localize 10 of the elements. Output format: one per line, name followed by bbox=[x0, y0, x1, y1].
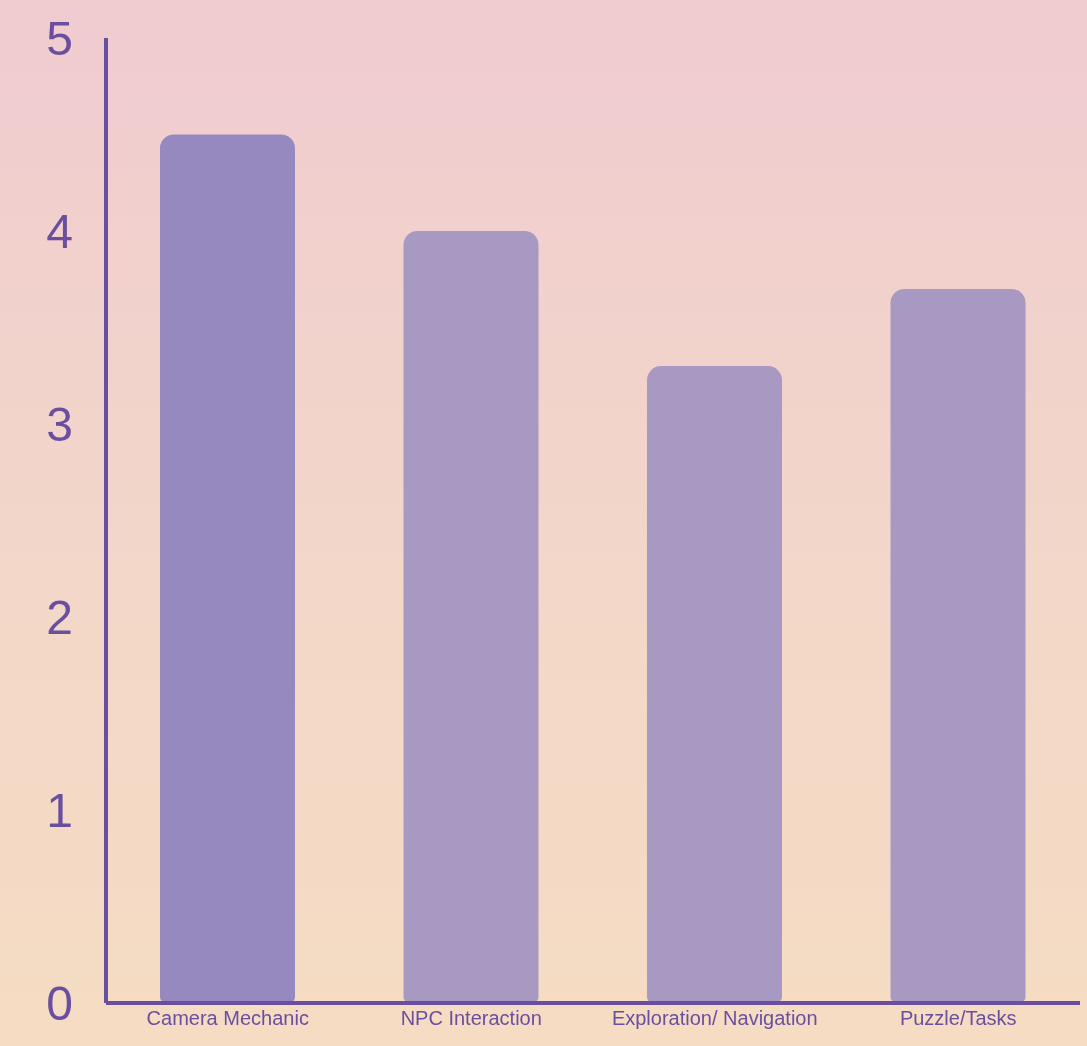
y-tick-label: 5 bbox=[46, 12, 73, 66]
y-tick-label: 4 bbox=[46, 205, 73, 259]
y-tick-label: 3 bbox=[46, 398, 73, 452]
x-tick-label: Exploration/ Navigation bbox=[611, 1007, 818, 1030]
x-tick-label: NPC Interaction bbox=[400, 1007, 542, 1030]
y-tick-label: 1 bbox=[46, 784, 73, 838]
x-tick-label: Puzzle/Tasks bbox=[899, 1007, 1017, 1030]
x-tick-label: Camera Mechanic bbox=[146, 1007, 309, 1030]
y-tick-label: 2 bbox=[46, 591, 73, 645]
y-tick-label: 0 bbox=[46, 977, 73, 1031]
